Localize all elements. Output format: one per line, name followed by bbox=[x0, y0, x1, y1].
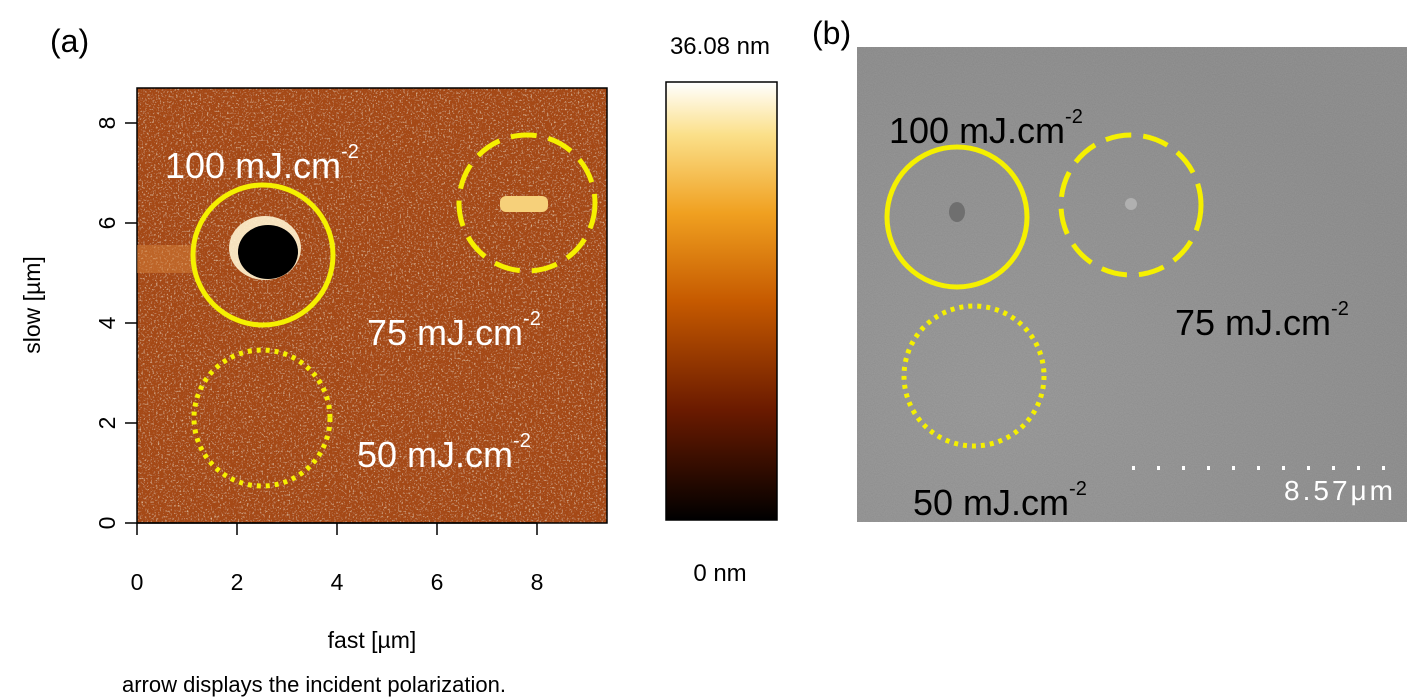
annotation-sup: -2 bbox=[341, 141, 359, 163]
y-tick-label: 8 bbox=[94, 117, 120, 130]
annotation-text: 100 mJ.cm bbox=[165, 145, 341, 186]
colorbar-max: 36.08 nm bbox=[670, 33, 770, 60]
annotation: 100 mJ.cm-2 bbox=[165, 141, 359, 186]
sem-mark bbox=[1125, 198, 1137, 210]
annotation: 75 mJ.cm-2 bbox=[367, 308, 541, 353]
sem-mark bbox=[949, 202, 965, 222]
y-tick-label: 4 bbox=[94, 316, 120, 329]
annotation-sup: -2 bbox=[1065, 106, 1083, 128]
colorbar bbox=[666, 82, 777, 520]
figure: (a) 100 mJ.cm-2 75 mJ.cm-2 50 mJ.cm-2 fa… bbox=[0, 0, 1415, 700]
panel-label: (b) bbox=[812, 15, 851, 51]
panel-label: (a) bbox=[50, 23, 89, 59]
crater bbox=[238, 225, 298, 279]
bump bbox=[500, 196, 548, 212]
x-axis-title: fast [µm] bbox=[328, 627, 417, 653]
annotation-text: 50 mJ.cm bbox=[913, 482, 1069, 523]
x-tick-label: 0 bbox=[131, 569, 144, 595]
annotation-sup: -2 bbox=[1331, 298, 1349, 320]
annotation: 50 mJ.cm-2 bbox=[357, 430, 531, 475]
annotation-text: 75 mJ.cm bbox=[367, 312, 523, 353]
y-axis-title: slow [µm] bbox=[19, 256, 45, 354]
annotation-sup: -2 bbox=[1069, 478, 1087, 500]
annotation-text: 50 mJ.cm bbox=[357, 434, 513, 475]
x-tick-label: 2 bbox=[231, 569, 244, 595]
annotation: 75 mJ.cm-2 bbox=[1175, 298, 1349, 343]
caption: arrow displays the incident polarization… bbox=[122, 672, 506, 697]
annotation: 100 mJ.cm-2 bbox=[889, 106, 1083, 151]
annotation-sup: -2 bbox=[523, 308, 541, 330]
x-tick-label: 6 bbox=[431, 569, 444, 595]
annotation: 50 mJ.cm-2 bbox=[913, 478, 1087, 523]
annotation-text: 100 mJ.cm bbox=[889, 110, 1065, 151]
scale-bar-label: 8.57μm bbox=[1284, 475, 1396, 506]
y-tick-label: 2 bbox=[94, 417, 120, 430]
streak bbox=[137, 245, 197, 273]
annotation-text: 75 mJ.cm bbox=[1175, 302, 1331, 343]
annotation-sup: -2 bbox=[513, 430, 531, 452]
colorbar-min: 0 nm bbox=[693, 560, 746, 587]
y-tick-label: 0 bbox=[94, 517, 120, 530]
y-tick-label: 6 bbox=[94, 217, 120, 230]
x-tick-label: 8 bbox=[531, 569, 544, 595]
x-tick-label: 4 bbox=[331, 569, 344, 595]
